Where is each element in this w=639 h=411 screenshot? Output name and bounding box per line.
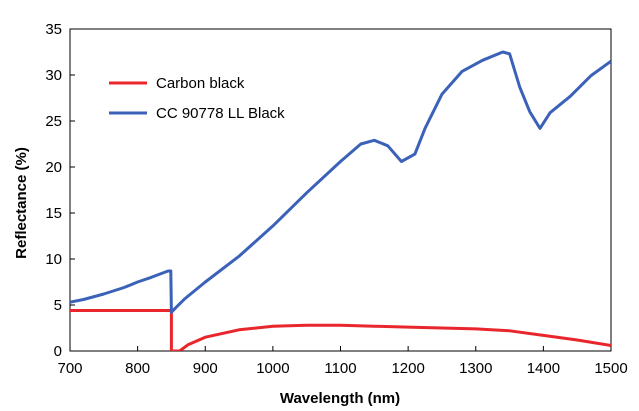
x-tick-label: 1100 bbox=[324, 360, 356, 377]
plot-border bbox=[69, 28, 612, 352]
series-line-carbon-black bbox=[70, 309, 611, 351]
y-axis-label: Reflectance (%) bbox=[13, 147, 30, 259]
series-line-cc-90778-ll-black bbox=[70, 50, 611, 314]
x-tick-label: 800 bbox=[125, 360, 150, 377]
legend: Carbon black CC 90778 LL Black bbox=[109, 75, 285, 122]
y-axis-ticks: 0 5 10 15 20 25 30 35 bbox=[45, 21, 75, 360]
x-axis-label: Wavelength (nm) bbox=[280, 390, 400, 407]
y-tick-label: 10 bbox=[45, 251, 62, 268]
x-tick-label: 1300 bbox=[459, 360, 492, 377]
x-tick-label: 700 bbox=[57, 360, 82, 377]
x-tick-label: 1000 bbox=[256, 360, 289, 377]
x-tick-label: 900 bbox=[193, 360, 218, 377]
x-tick-label: 1200 bbox=[391, 360, 424, 377]
y-tick-label: 30 bbox=[45, 67, 62, 84]
y-tick-label: 20 bbox=[45, 159, 62, 176]
y-tick-label: 25 bbox=[45, 113, 62, 130]
series-layer bbox=[70, 50, 611, 351]
x-axis-ticks: 700 800 900 1000 1100 1200 1300 1400 1500 bbox=[57, 346, 628, 377]
y-tick-label: 15 bbox=[45, 205, 62, 222]
y-tick-label: 35 bbox=[45, 21, 62, 38]
y-tick-label: 5 bbox=[54, 297, 62, 314]
plot-frame bbox=[69, 28, 612, 352]
y-tick-label: 0 bbox=[54, 343, 62, 360]
x-tick-label: 1500 bbox=[594, 360, 627, 377]
x-tick-label: 1400 bbox=[527, 360, 560, 377]
legend-label: Carbon black bbox=[156, 75, 245, 92]
legend-label: CC 90778 LL Black bbox=[156, 105, 285, 122]
